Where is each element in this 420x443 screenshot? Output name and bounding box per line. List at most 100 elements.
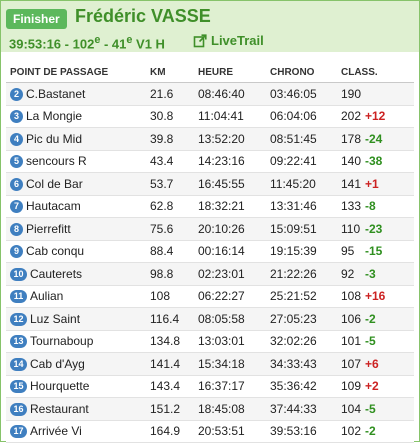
class-cell: 108 +16 — [341, 285, 414, 308]
checkpoint-cell: 13 Tournaboup — [6, 330, 150, 353]
chrono-cell: 06:04:06 — [270, 105, 341, 128]
heure-cell: 16:45:55 — [198, 172, 270, 196]
rank-delta: +1 — [365, 176, 379, 191]
rank-value: 109 — [341, 379, 362, 394]
table-header-row: POINT DE PASSAGE KM HEURE CHRONO CLASS. — [6, 62, 414, 83]
chrono-cell: 13:31:46 — [270, 195, 341, 218]
class-cell: 107 +6 — [341, 352, 414, 376]
livetrail-label: LiveTrail — [211, 33, 264, 48]
checkpoint-name: Restaurant — [30, 401, 89, 416]
rank-value: 108 — [341, 289, 362, 304]
class-cell: 101 -5 — [341, 330, 414, 353]
km-cell: 164.9 — [150, 420, 198, 443]
checkpoint-number-badge: 11 — [10, 290, 27, 304]
km-cell: 98.8 — [150, 262, 198, 286]
table-row[interactable]: 3 La Mongie 30.8 11:04:41 06:04:06 202 +12 — [6, 105, 414, 128]
rank-delta: -15 — [365, 244, 383, 259]
checkpoint-cell: 5 sencours R — [6, 150, 150, 173]
class-cell: 190 — [341, 82, 414, 106]
table-row[interactable]: 4 Pic du Mid 39.8 13:52:20 08:51:45 178 -24 — [6, 127, 414, 151]
col-header-chrono: CHRONO — [270, 62, 341, 83]
table-row[interactable]: 13 Tournaboup 134.8 13:03:01 32:02:26 101 -5 — [6, 330, 414, 353]
chrono-cell: 25:21:52 — [270, 285, 341, 308]
chrono-cell: 15:09:51 — [270, 217, 341, 241]
checkpoint-rows: 2 C.Bastanet 21.6 08:46:40 03:46:05 190 3 La Mo… — [6, 82, 414, 443]
class-cell: 109 +2 — [341, 375, 414, 398]
rank-value: 110 — [341, 221, 361, 236]
category: V1 H — [136, 36, 165, 52]
checkpoint-cell: 14 Cab d'Ayg — [6, 352, 150, 376]
rank-value: 102 — [341, 424, 362, 439]
table-row[interactable]: 16 Restaurant 151.2 18:45:08 37:44:33 104 -5 — [6, 397, 414, 421]
checkpoint-number-badge: 8 — [10, 222, 23, 236]
checkpoint-name: Aulian — [30, 289, 64, 304]
chrono-cell: 11:45:20 — [270, 172, 341, 196]
table-row[interactable]: 17 Arrivée Vi 164.9 20:53:51 39:53:16 102 -2 — [6, 420, 414, 443]
rank-delta: +6 — [365, 356, 379, 371]
heure-cell: 20:10:26 — [198, 217, 270, 241]
livetrail-link[interactable]: LiveTrail — [193, 33, 264, 48]
rank-value: 133 — [341, 199, 362, 214]
checkpoint-number-badge: 4 — [10, 132, 23, 146]
table-row[interactable]: 5 sencours R 43.4 14:23:16 09:22:41 140 -38 — [6, 150, 414, 173]
col-header-heure: HEURE — [198, 62, 270, 83]
checkpoint-name: Tournaboup — [30, 334, 94, 349]
checkpoint-number-badge: 2 — [10, 87, 23, 101]
rank-delta: +12 — [365, 109, 386, 124]
km-cell: 88.4 — [150, 240, 198, 263]
overall-place-suffix: e — [94, 34, 101, 46]
rank-delta: -38 — [365, 154, 383, 169]
rank-delta: -2 — [365, 311, 376, 326]
table-row[interactable]: 7 Hautacam 62.8 18:32:21 13:31:46 133 -8 — [6, 195, 414, 218]
category-place-suffix: e — [126, 34, 133, 46]
chrono-cell: 09:22:41 — [270, 150, 341, 173]
heure-cell: 08:46:40 — [198, 82, 270, 106]
km-cell: 116.4 — [150, 307, 198, 331]
checkpoint-number-badge: 15 — [10, 380, 27, 394]
class-cell: 92 -3 — [341, 262, 414, 286]
checkpoint-number-badge: 9 — [10, 245, 23, 259]
checkpoint-cell: 3 La Mongie — [6, 105, 150, 128]
rank-value: 190 — [341, 86, 362, 101]
table-row[interactable]: 2 C.Bastanet 21.6 08:46:40 03:46:05 190 — [6, 82, 414, 106]
col-header-name: POINT DE PASSAGE — [6, 62, 150, 83]
class-cell: 95 -15 — [341, 240, 414, 263]
class-cell: 110 -23 — [341, 217, 414, 241]
checkpoint-number-badge: 17 — [10, 425, 27, 439]
table-row[interactable]: 8 Pierrefitt 75.6 20:10:26 15:09:51 110 -23 — [6, 217, 414, 241]
km-cell: 141.4 — [150, 352, 198, 376]
rank-value: 178 — [341, 131, 362, 146]
rank-value: 101 — [341, 334, 362, 349]
table-row[interactable]: 9 Cab conqu 88.4 00:16:14 19:15:39 95 -15 — [6, 240, 414, 263]
checkpoint-cell: 7 Hautacam — [6, 195, 150, 218]
heure-cell: 00:16:14 — [198, 240, 270, 263]
km-cell: 143.4 — [150, 375, 198, 398]
checkpoint-name: Pierrefitt — [26, 221, 71, 236]
table-row[interactable]: 14 Cab d'Ayg 141.4 15:34:18 34:33:43 107 +6 — [6, 352, 414, 376]
runner-name: Frédéric VASSE — [75, 6, 211, 26]
heure-cell: 14:23:16 — [198, 150, 270, 173]
table-row[interactable]: 6 Col de Bar 53.7 16:45:55 11:45:20 141 +1 — [6, 172, 414, 196]
km-cell: 108 — [150, 285, 198, 308]
heure-cell: 15:34:18 — [198, 352, 270, 376]
table-row[interactable]: 15 Hourquette 143.4 16:37:17 35:36:42 109 +2 — [6, 375, 414, 398]
checkpoint-name: La Mongie — [26, 109, 83, 124]
table-row[interactable]: 10 Cauterets 98.8 02:23:01 21:22:26 92 -3 — [6, 262, 414, 286]
table-row[interactable]: 11 Aulian 108 06:22:27 25:21:52 108 +16 — [6, 285, 414, 308]
rank-value: 106 — [341, 311, 362, 326]
checkpoint-cell: 6 Col de Bar — [6, 172, 150, 196]
class-cell: 202 +12 — [341, 105, 414, 128]
class-cell: 104 -5 — [341, 397, 414, 421]
table-row[interactable]: 12 Luz Saint 116.4 08:05:58 27:05:23 106 -2 — [6, 307, 414, 331]
rank-value: 92 — [341, 266, 355, 281]
finisher-badge: Finisher — [6, 9, 67, 29]
heure-cell: 18:45:08 — [198, 397, 270, 421]
rank-delta: -5 — [365, 334, 376, 349]
checkpoint-name: Pic du Mid — [26, 131, 83, 146]
checkpoint-number-badge: 7 — [10, 200, 23, 214]
km-cell: 43.4 — [150, 150, 198, 173]
km-cell: 21.6 — [150, 82, 198, 106]
checkpoint-name: Cab conqu — [26, 244, 85, 259]
checkpoint-cell: 12 Luz Saint — [6, 307, 150, 331]
